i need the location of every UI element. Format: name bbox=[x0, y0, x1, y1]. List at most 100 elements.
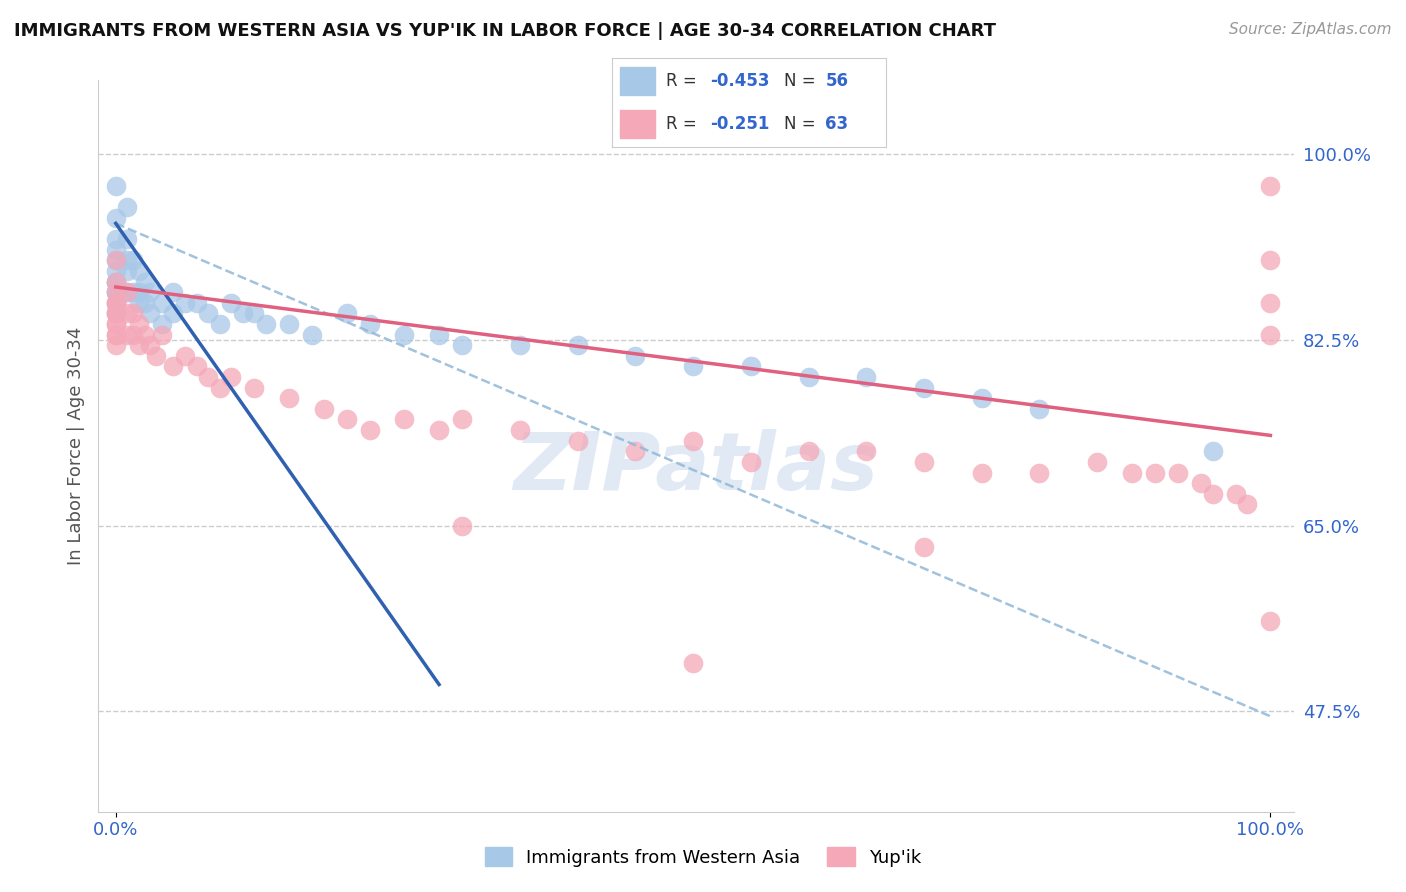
Point bbox=[624, 349, 647, 363]
Point bbox=[104, 275, 127, 289]
Point bbox=[139, 306, 162, 320]
Point bbox=[219, 296, 242, 310]
Point bbox=[104, 296, 127, 310]
Point bbox=[117, 306, 139, 320]
Point bbox=[451, 518, 474, 533]
Point bbox=[186, 296, 208, 310]
Text: Source: ZipAtlas.com: Source: ZipAtlas.com bbox=[1229, 22, 1392, 37]
Point bbox=[104, 232, 127, 246]
Point bbox=[797, 370, 820, 384]
Point bbox=[104, 285, 127, 300]
Point bbox=[1085, 455, 1108, 469]
Text: ZIPatlas: ZIPatlas bbox=[513, 429, 879, 507]
Point bbox=[128, 264, 150, 278]
Point bbox=[278, 392, 301, 406]
Point bbox=[104, 285, 127, 300]
Point bbox=[104, 253, 127, 268]
Point bbox=[162, 359, 184, 374]
Point bbox=[145, 349, 167, 363]
Point bbox=[186, 359, 208, 374]
Point bbox=[451, 412, 474, 426]
Bar bbox=[620, 110, 655, 138]
Point bbox=[134, 275, 156, 289]
Point bbox=[134, 327, 156, 342]
Point bbox=[104, 317, 127, 331]
Point bbox=[254, 317, 277, 331]
Point bbox=[567, 434, 589, 448]
Point bbox=[1121, 466, 1143, 480]
Point bbox=[1236, 497, 1258, 511]
Point bbox=[278, 317, 301, 331]
Point bbox=[174, 349, 197, 363]
Point bbox=[427, 327, 450, 342]
Point bbox=[797, 444, 820, 458]
Point bbox=[104, 317, 127, 331]
Point bbox=[150, 327, 173, 342]
Point bbox=[301, 327, 323, 342]
Point bbox=[682, 657, 704, 671]
Bar bbox=[620, 67, 655, 95]
Text: N =: N = bbox=[785, 72, 821, 90]
Point bbox=[128, 285, 150, 300]
Point bbox=[1028, 466, 1050, 480]
Point bbox=[312, 401, 335, 416]
Text: R =: R = bbox=[666, 115, 703, 133]
Point bbox=[232, 306, 254, 320]
Point bbox=[139, 338, 162, 352]
Point bbox=[1167, 466, 1189, 480]
Point bbox=[104, 275, 127, 289]
Point bbox=[197, 370, 219, 384]
Point bbox=[197, 306, 219, 320]
Point bbox=[1189, 476, 1212, 491]
Point bbox=[104, 275, 127, 289]
Point bbox=[208, 381, 231, 395]
Point bbox=[219, 370, 242, 384]
Point bbox=[624, 444, 647, 458]
Point bbox=[451, 338, 474, 352]
Point bbox=[682, 434, 704, 448]
Point bbox=[104, 306, 127, 320]
Point bbox=[1202, 444, 1225, 458]
Point bbox=[427, 423, 450, 437]
Point bbox=[970, 392, 993, 406]
Point bbox=[336, 306, 359, 320]
Point bbox=[104, 306, 127, 320]
Point bbox=[117, 253, 139, 268]
Point bbox=[1225, 486, 1247, 500]
Point bbox=[208, 317, 231, 331]
Point bbox=[1143, 466, 1166, 480]
Point bbox=[509, 423, 531, 437]
Point bbox=[117, 201, 139, 215]
Point bbox=[122, 285, 145, 300]
Point bbox=[104, 296, 127, 310]
Point bbox=[1028, 401, 1050, 416]
Text: N =: N = bbox=[785, 115, 821, 133]
Point bbox=[243, 381, 266, 395]
Point bbox=[162, 306, 184, 320]
Y-axis label: In Labor Force | Age 30-34: In Labor Force | Age 30-34 bbox=[66, 326, 84, 566]
Point bbox=[912, 540, 935, 554]
Point bbox=[104, 211, 127, 225]
Point bbox=[104, 306, 127, 320]
Point bbox=[855, 370, 877, 384]
Point bbox=[912, 455, 935, 469]
Legend: Immigrants from Western Asia, Yup'ik: Immigrants from Western Asia, Yup'ik bbox=[478, 840, 928, 874]
Text: -0.251: -0.251 bbox=[710, 115, 769, 133]
Point bbox=[117, 285, 139, 300]
Point bbox=[104, 264, 127, 278]
Point bbox=[174, 296, 197, 310]
Point bbox=[122, 306, 145, 320]
Point bbox=[104, 179, 127, 194]
Point bbox=[359, 423, 381, 437]
Point bbox=[104, 285, 127, 300]
Point bbox=[117, 327, 139, 342]
Point bbox=[359, 317, 381, 331]
Point bbox=[740, 455, 762, 469]
Point bbox=[128, 296, 150, 310]
Point bbox=[509, 338, 531, 352]
Point bbox=[128, 338, 150, 352]
Point bbox=[117, 232, 139, 246]
Point bbox=[122, 253, 145, 268]
Text: IMMIGRANTS FROM WESTERN ASIA VS YUP'IK IN LABOR FORCE | AGE 30-34 CORRELATION CH: IMMIGRANTS FROM WESTERN ASIA VS YUP'IK I… bbox=[14, 22, 995, 40]
Point bbox=[394, 412, 416, 426]
